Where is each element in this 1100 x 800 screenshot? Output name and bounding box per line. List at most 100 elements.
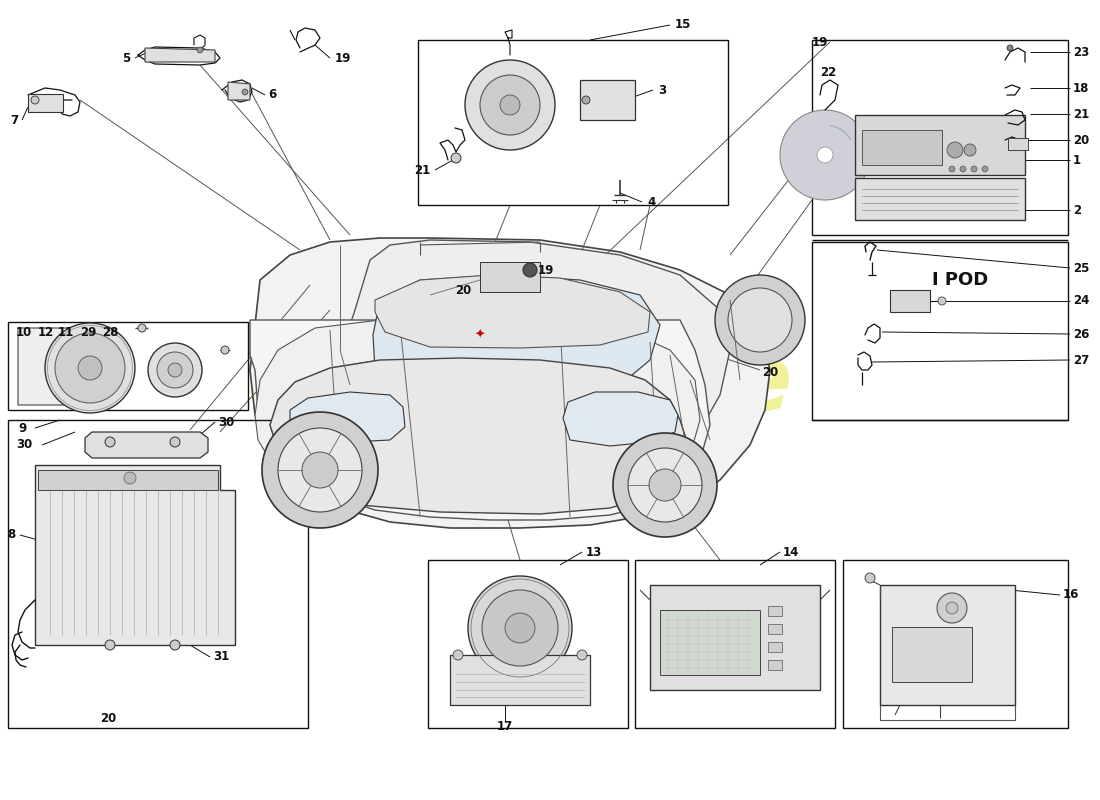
Circle shape [124,472,136,484]
Text: 21: 21 [1072,107,1089,121]
Polygon shape [85,432,208,458]
Text: 20: 20 [762,366,779,378]
Text: 31: 31 [213,650,229,663]
Bar [28,94,63,112]
Bar [8,420,308,728]
Text: 2: 2 [1072,203,1081,217]
Circle shape [971,166,977,172]
Circle shape [505,613,535,643]
Bar [812,242,1068,420]
Bar [855,178,1025,220]
Circle shape [468,576,572,680]
Circle shape [947,142,962,158]
Circle shape [982,166,988,172]
Circle shape [613,433,717,537]
Circle shape [1006,45,1013,51]
Polygon shape [563,392,678,446]
Bar [580,80,635,120]
Bar [768,606,782,616]
Bar [480,262,540,292]
Circle shape [728,288,792,352]
Circle shape [221,346,229,354]
Text: a passion for excellence 1985: a passion for excellence 1985 [312,441,728,469]
Polygon shape [255,318,700,475]
Text: 19: 19 [336,51,351,65]
Circle shape [480,75,540,135]
Polygon shape [336,240,730,477]
Text: 30: 30 [218,415,234,429]
Bar [1008,138,1028,150]
Text: 23: 23 [1072,46,1089,58]
Text: 29: 29 [80,326,97,338]
Polygon shape [250,238,770,528]
Text: 20: 20 [100,711,117,725]
Circle shape [715,275,805,365]
Circle shape [960,166,966,172]
Circle shape [465,60,556,150]
Circle shape [628,448,702,522]
Bar [39,470,218,490]
Text: 14: 14 [783,546,800,558]
Text: 30: 30 [15,438,32,451]
Text: 27: 27 [1072,354,1089,366]
Text: 18: 18 [1072,82,1089,94]
Text: 22: 22 [820,66,836,78]
Circle shape [946,602,958,614]
Text: 25: 25 [1072,262,1089,274]
Circle shape [649,469,681,501]
Polygon shape [18,328,116,405]
Circle shape [31,96,38,104]
Bar [635,560,835,728]
Text: 13: 13 [586,546,603,558]
Bar [843,560,1068,728]
Circle shape [78,356,102,380]
Text: I POD: I POD [932,271,988,289]
Circle shape [500,95,520,115]
Circle shape [302,452,338,488]
Circle shape [453,650,463,660]
Circle shape [170,437,180,447]
Text: 9: 9 [18,422,26,434]
Bar [890,290,930,312]
Text: 16: 16 [1063,589,1079,602]
Circle shape [578,650,587,660]
Circle shape [964,144,976,156]
Bar [892,627,972,682]
Bar [812,40,1068,235]
Polygon shape [290,392,405,442]
Bar [768,642,782,652]
Circle shape [817,147,833,163]
Text: 17: 17 [497,721,513,734]
Text: 8: 8 [8,529,16,542]
Text: 5: 5 [122,51,130,65]
Text: 19: 19 [538,263,554,277]
Text: 20: 20 [1072,134,1089,146]
Polygon shape [375,275,650,348]
Text: 28: 28 [102,326,119,338]
Polygon shape [228,82,250,100]
Circle shape [242,89,248,95]
Text: 20: 20 [455,283,471,297]
Bar [768,660,782,670]
Circle shape [157,352,192,388]
Text: eurocorse: eurocorse [246,338,793,431]
Polygon shape [35,465,235,645]
Bar [650,585,820,690]
Polygon shape [145,48,214,62]
Circle shape [45,323,135,413]
Text: 10: 10 [16,326,32,338]
Circle shape [170,640,180,650]
Circle shape [262,412,378,528]
Text: 19: 19 [812,35,828,49]
Text: 7: 7 [10,114,18,126]
Circle shape [949,166,955,172]
Bar [450,655,590,705]
Circle shape [482,590,558,666]
Polygon shape [250,320,710,520]
Circle shape [522,263,537,277]
Circle shape [278,428,362,512]
Bar [855,115,1025,175]
Circle shape [168,363,182,377]
Circle shape [104,437,116,447]
Circle shape [582,96,590,104]
